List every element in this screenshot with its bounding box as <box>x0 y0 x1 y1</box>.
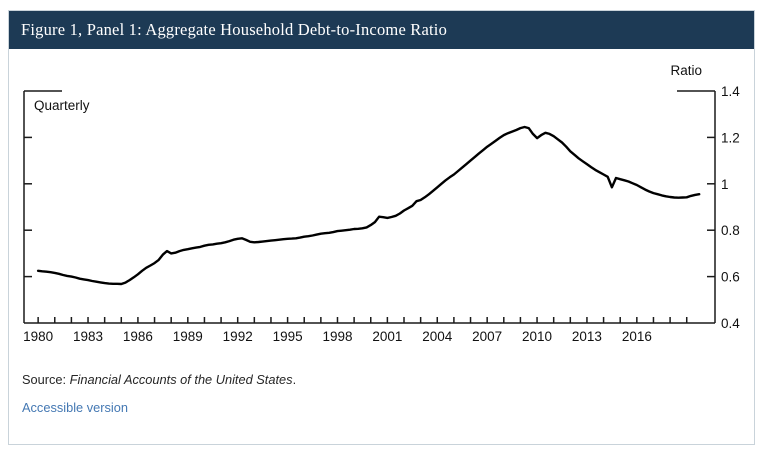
y-tick-label: 1 <box>721 177 729 192</box>
source-citation: Financial Accounts of the United States <box>69 372 293 387</box>
y-tick-label: 0.8 <box>721 223 740 238</box>
figure-title-bar: Figure 1, Panel 1: Aggregate Household D… <box>9 11 754 49</box>
y-tick-label: 1.4 <box>721 84 740 99</box>
source-period: . <box>292 372 297 387</box>
x-tick-label: 2007 <box>472 329 502 344</box>
x-tick-label: 1983 <box>73 329 103 344</box>
source-note: Source: Financial Accounts of the United… <box>22 372 296 387</box>
frequency-label: Quarterly <box>34 98 90 113</box>
x-tick-label: 1998 <box>322 329 352 344</box>
figure-title: Figure 1, Panel 1: Aggregate Household D… <box>21 20 448 39</box>
figure-panel: Figure 1, Panel 1: Aggregate Household D… <box>8 10 755 445</box>
x-tick-label: 2016 <box>622 329 652 344</box>
source-prefix: Source: <box>22 372 70 387</box>
x-tick-label: 1986 <box>123 329 153 344</box>
y-tick-label: 0.6 <box>721 270 740 285</box>
x-tick-label: 2004 <box>422 329 453 344</box>
x-tick-label: 1980 <box>23 329 53 344</box>
debt-to-income-line-chart: 0.4 0.6 0.8 1 1.2 1.4 1980 1983 1986 1989 1992 1995… <box>23 84 740 344</box>
accessible-version-link[interactable]: Accessible version <box>22 400 128 415</box>
x-tick-label: 1995 <box>273 329 303 344</box>
y-tick-label: 1.2 <box>721 130 740 145</box>
series-line <box>36 125 701 286</box>
x-tick-label: 1989 <box>173 329 203 344</box>
x-tick-label: 2013 <box>572 329 602 344</box>
y-axis-unit-label: Ratio <box>670 63 702 78</box>
x-tick-label: 2010 <box>522 329 552 344</box>
chart-area: 0.4 0.6 0.8 1 1.2 1.4 1980 1983 1986 1989 1992 1995… <box>9 49 754 356</box>
x-tick-label: 2001 <box>372 329 402 344</box>
y-tick-label: 0.4 <box>721 316 740 331</box>
x-tick-label: 1992 <box>223 329 253 344</box>
